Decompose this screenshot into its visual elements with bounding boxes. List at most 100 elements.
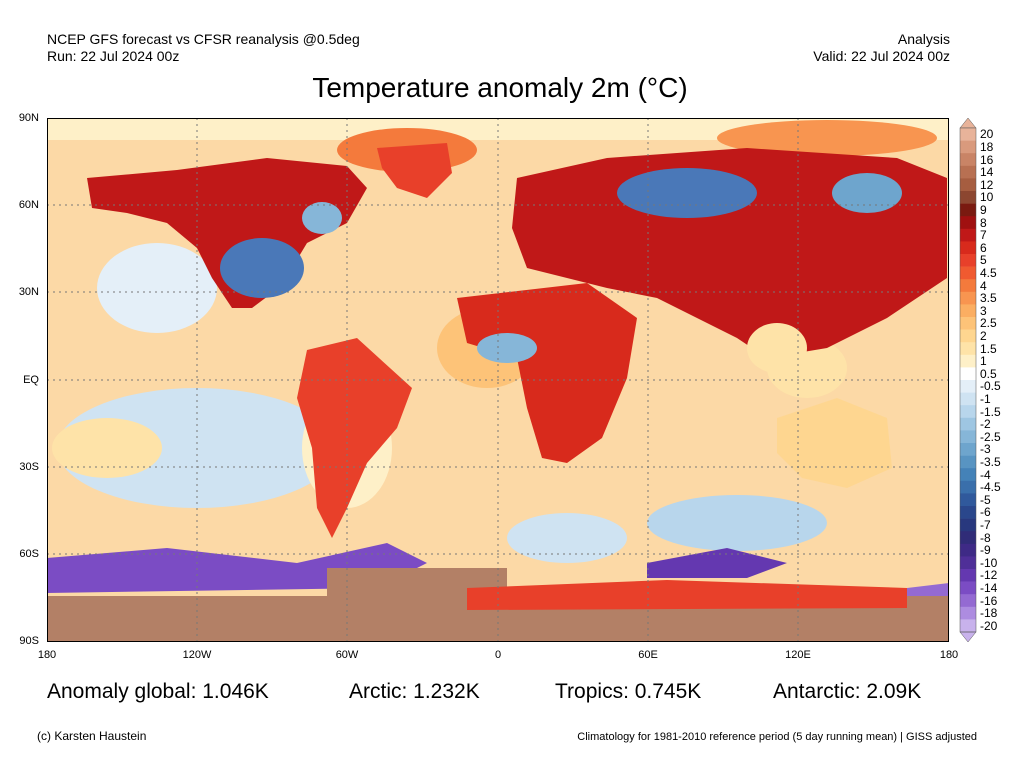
south-america-landmass xyxy=(297,338,412,538)
scale-label: -3 xyxy=(980,442,991,457)
scale-swatch xyxy=(960,518,976,532)
lat-label-60s: 60S xyxy=(19,548,39,560)
map-frame xyxy=(47,118,949,642)
scale-swatch xyxy=(960,279,976,293)
scale-swatch xyxy=(960,191,976,204)
scale-label: 6 xyxy=(980,240,987,255)
lat-label-60n: 60N xyxy=(18,199,39,211)
model-description: NCEP GFS forecast vs CFSR reanalysis @0.… xyxy=(47,31,360,47)
lat-label-90s: 90S xyxy=(19,635,39,647)
scale-swatch xyxy=(960,380,976,393)
scale-label: 14 xyxy=(980,165,994,180)
scale-label: 3 xyxy=(980,303,987,318)
scale-swatch xyxy=(960,367,976,381)
scale-label: 1.5 xyxy=(980,341,997,356)
scale-swatch xyxy=(960,266,976,280)
lon-label-180e: 180 xyxy=(939,649,959,661)
scale-swatch xyxy=(960,392,976,406)
analysis-label: Analysis xyxy=(897,31,950,47)
scale-swatch xyxy=(960,254,976,267)
arctic-anomaly: Arctic: 1.232K xyxy=(349,680,480,703)
scale-label: -1.5 xyxy=(980,404,1001,419)
run-time: Run: 22 Jul 2024 00z xyxy=(47,48,180,64)
scale-label: 0.5 xyxy=(980,366,997,381)
scale-swatch xyxy=(960,354,976,368)
scale-label: -7 xyxy=(980,517,991,532)
scale-label: 4 xyxy=(980,278,987,293)
copyright: (c) Karsten Haustein xyxy=(37,729,147,743)
scale-swatch xyxy=(960,178,976,192)
scale-swatch xyxy=(960,342,976,356)
color-scale-bar xyxy=(959,118,977,642)
lon-label-120w: 120W xyxy=(182,649,212,661)
scale-swatch xyxy=(960,543,976,557)
scale-label: -14 xyxy=(980,580,998,595)
scale-swatch xyxy=(960,216,976,230)
scale-label: -8 xyxy=(980,530,991,545)
scale-label: -2.5 xyxy=(980,429,1001,444)
graticule xyxy=(47,118,949,642)
scale-swatch xyxy=(960,443,976,456)
valid-time: Valid: 22 Jul 2024 00z xyxy=(813,48,950,64)
scale-label: 9 xyxy=(980,202,987,217)
lat-label-90n: 90N xyxy=(18,112,39,124)
scale-swatch xyxy=(960,493,976,507)
north-america-landmass xyxy=(87,158,367,308)
scale-label: 10 xyxy=(980,190,994,205)
anomaly-map xyxy=(47,118,949,642)
scale-swatch xyxy=(960,329,976,343)
lon-label-0: 0 xyxy=(494,649,502,661)
scale-swatch xyxy=(960,594,976,608)
lon-label-60w: 60W xyxy=(335,649,359,661)
scale-swatch xyxy=(960,606,976,620)
map-title: Temperature anomaly 2m (°C) xyxy=(312,72,688,103)
scale-label: 2 xyxy=(980,328,987,343)
climatology-note: Climatology for 1981-2010 reference peri… xyxy=(577,731,977,743)
scale-swatch xyxy=(960,291,976,305)
scale-swatch xyxy=(960,405,976,419)
scale-swatch xyxy=(960,455,976,469)
scale-swatch xyxy=(960,241,976,255)
siberia-cold-anomaly xyxy=(617,168,757,218)
scale-label: 3.5 xyxy=(980,291,997,306)
lat-label-eq: EQ xyxy=(23,374,39,386)
scale-label: -2 xyxy=(980,417,991,432)
lat-label-30s: 30S xyxy=(19,461,39,473)
lon-label-120e: 120E xyxy=(785,649,811,661)
scale-label: 20 xyxy=(980,127,994,142)
australia-landmass xyxy=(777,398,892,488)
scale-swatch xyxy=(960,468,976,482)
scale-label: -16 xyxy=(980,593,998,608)
scale-label: -12 xyxy=(980,568,998,583)
scale-label: -0.5 xyxy=(980,379,1001,394)
scale-swatch xyxy=(960,304,976,318)
scale-label: -4 xyxy=(980,467,991,482)
greenland-landmass xyxy=(377,143,452,198)
scale-label: -3.5 xyxy=(980,454,1001,469)
scale-label: 7 xyxy=(980,228,987,243)
scale-swatch xyxy=(960,480,976,494)
scale-swatch xyxy=(960,506,976,519)
scale-label: 5 xyxy=(980,253,987,268)
scale-label: -9 xyxy=(980,543,991,558)
scale-min-arrow xyxy=(959,631,977,642)
scale-label: -5 xyxy=(980,492,991,507)
scale-label: 16 xyxy=(980,152,994,167)
scale-label: 4.5 xyxy=(980,265,997,280)
scale-label: 12 xyxy=(980,177,994,192)
lat-label-30n: 30N xyxy=(18,286,39,298)
scale-label: -18 xyxy=(980,606,998,621)
scale-swatch xyxy=(960,569,976,582)
lon-label-60e: 60E xyxy=(638,649,658,661)
scale-label: -4.5 xyxy=(980,480,1001,495)
scale-swatch xyxy=(960,417,976,431)
scale-swatch xyxy=(960,556,976,570)
scale-swatch xyxy=(960,153,976,167)
scale-label: 18 xyxy=(980,139,994,154)
header-left: NCEP GFS forecast vs CFSR reanalysis @0.… xyxy=(47,31,360,65)
scale-max-arrow xyxy=(959,118,977,129)
scale-swatch xyxy=(960,128,976,141)
north-america-cold-anomaly xyxy=(220,238,304,298)
scale-swatch xyxy=(960,140,976,154)
scale-label: -20 xyxy=(980,618,998,633)
